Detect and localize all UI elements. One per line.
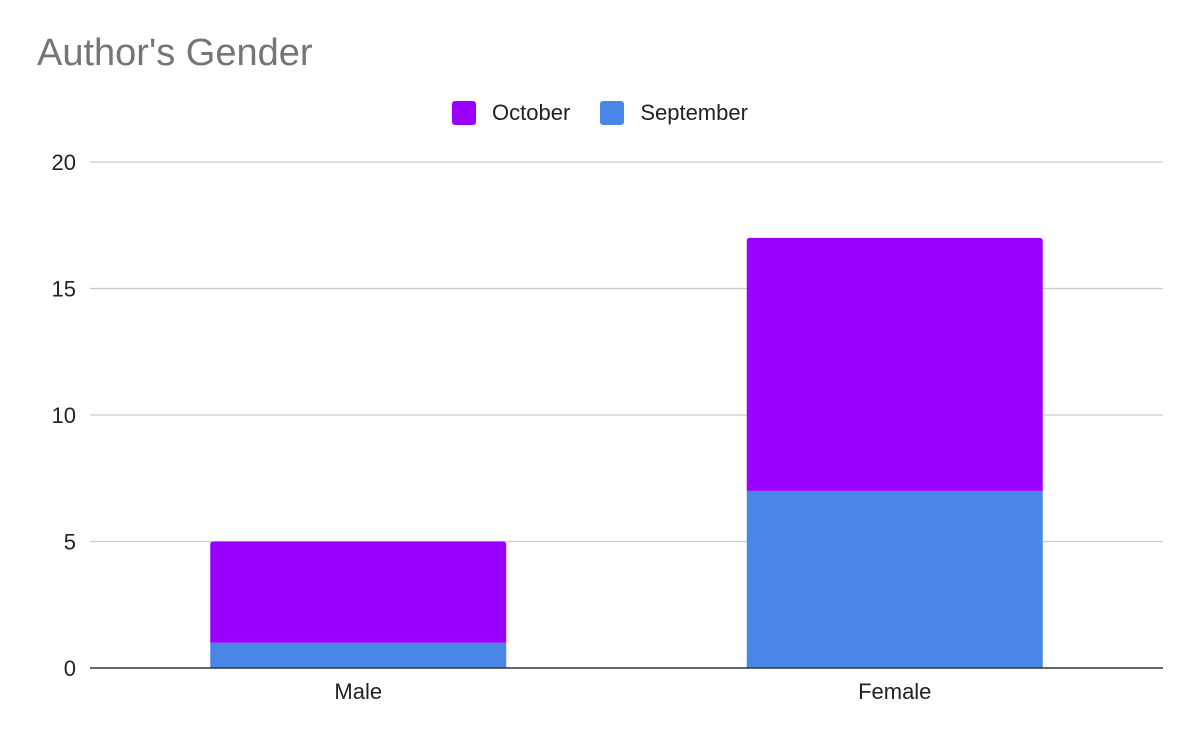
bar-male-october[interactable] <box>210 541 507 643</box>
y-tick-label-0: 0 <box>64 656 76 681</box>
bar-female-september[interactable] <box>746 490 1043 668</box>
legend: October September <box>0 96 1200 130</box>
legend-item-september[interactable]: September <box>600 100 748 126</box>
chart-title: Author's Gender <box>37 32 313 74</box>
y-tick-label-5: 5 <box>64 530 76 555</box>
legend-item-october[interactable]: October <box>452 100 570 126</box>
y-tick-label-15: 15 <box>52 277 76 302</box>
legend-swatch-september <box>600 101 625 125</box>
x-tick-label-female: Female <box>858 679 931 704</box>
legend-label-september: September <box>640 100 748 125</box>
y-tick-label-20: 20 <box>52 150 76 175</box>
legend-label-october: October <box>492 100 571 125</box>
x-tick-label-male: Male <box>334 679 382 704</box>
y-tick-label-10: 10 <box>52 403 76 428</box>
bar-female-october[interactable] <box>746 237 1043 491</box>
tick-labels: 0 5 10 15 20 Male Female <box>52 150 932 704</box>
legend-swatch-october <box>452 101 477 125</box>
bar-male-september[interactable] <box>210 642 507 668</box>
bars <box>210 237 1043 668</box>
